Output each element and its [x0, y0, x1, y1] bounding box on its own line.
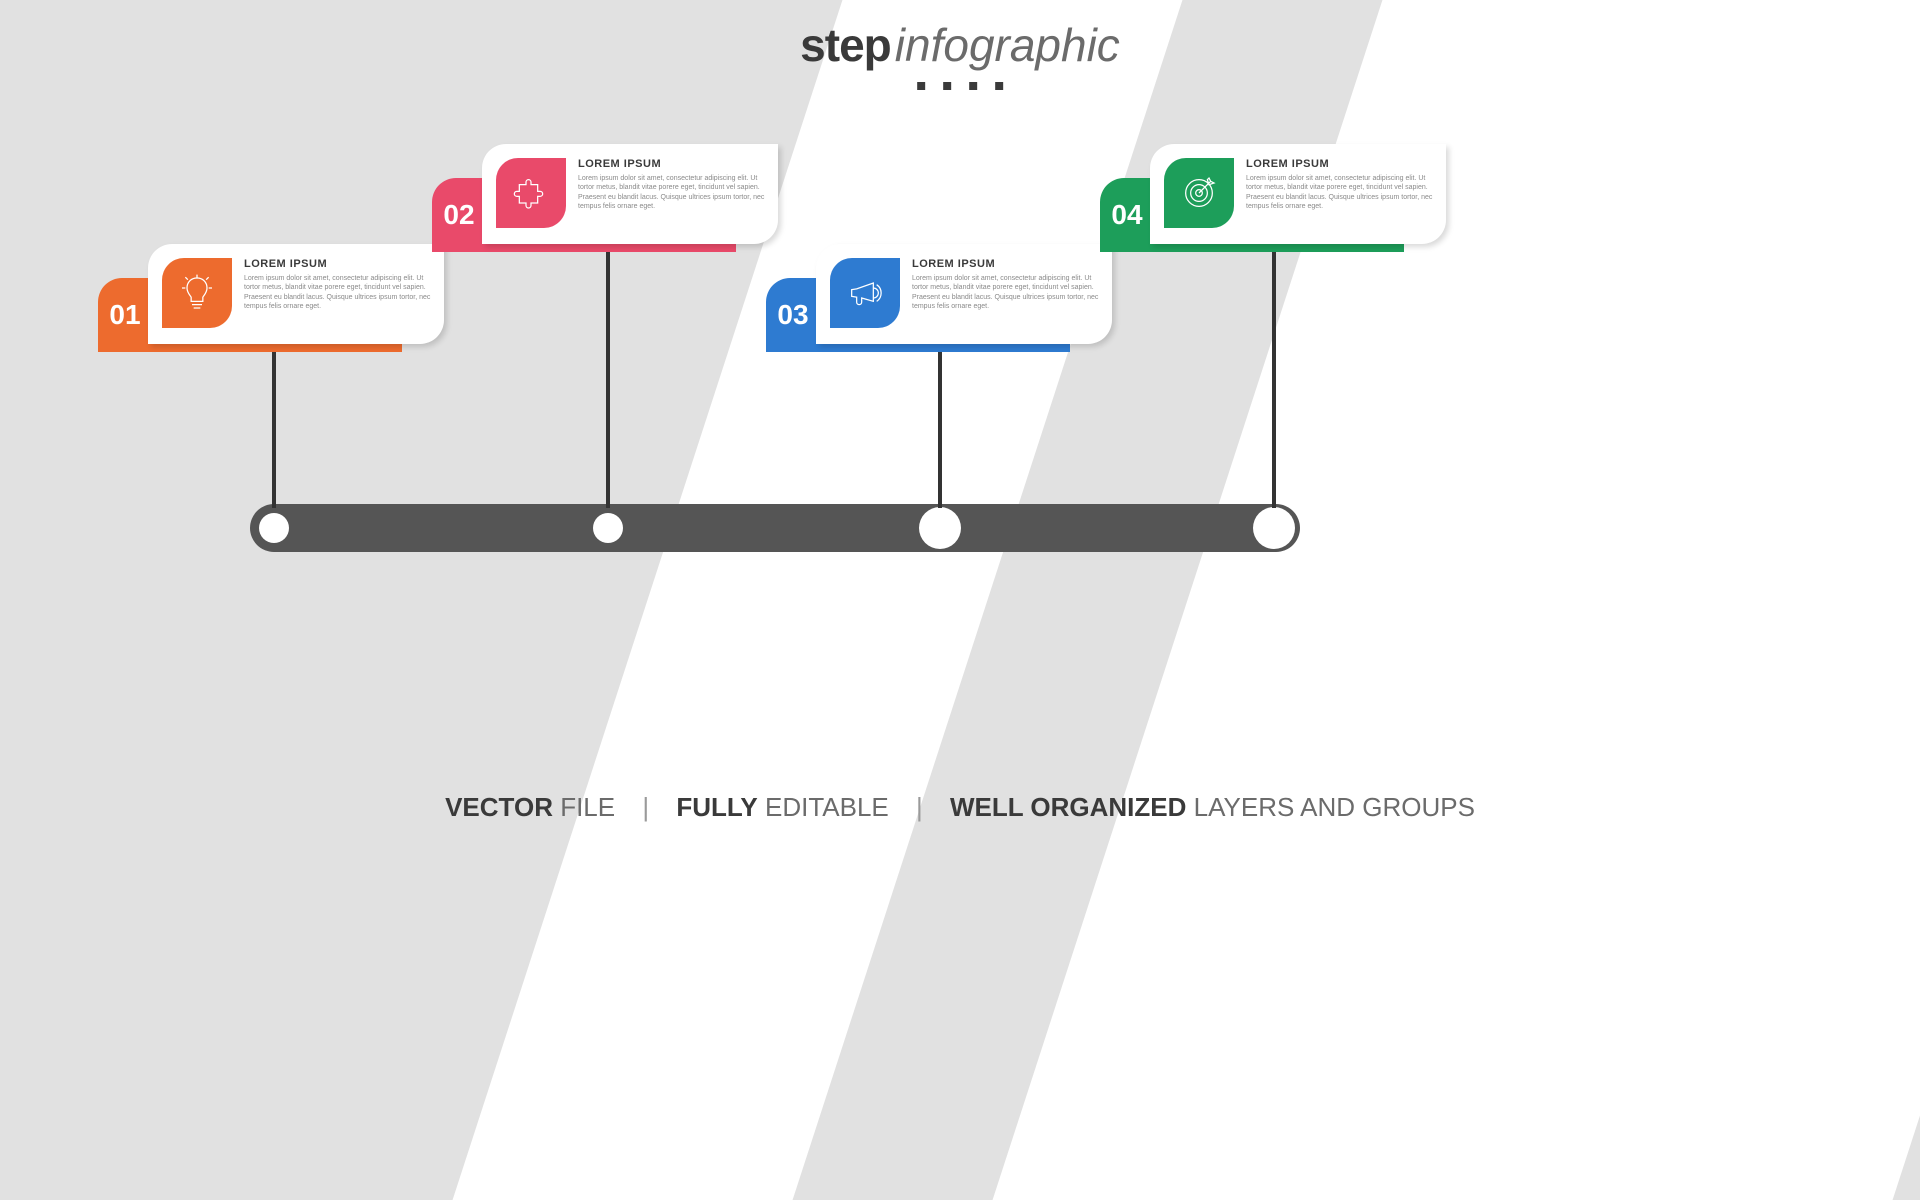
step-number-tab: 01	[98, 278, 152, 352]
step-panel: LOREM IPSUM Lorem ipsum dolor sit amet, c…	[148, 244, 444, 344]
step-body: Lorem ipsum dolor sit amet, consectetur …	[578, 174, 766, 212]
step-card: 04 LOREM IPSUM Lorem ipsum dolor sit amet,…	[1100, 144, 1446, 252]
step-panel: LOREM IPSUM Lorem ipsum dolor sit amet, c…	[1150, 144, 1446, 244]
timeline-node	[259, 513, 289, 543]
step-underline	[766, 344, 1070, 352]
page-title: stepinfographic	[800, 18, 1120, 90]
step-title: LOREM IPSUM	[1246, 158, 1434, 170]
step-card: 01 LOREM IPSUM Lorem ipsum dolor sit amet,…	[98, 244, 444, 352]
step-connector	[1272, 252, 1276, 508]
step-card: 02 LOREM IPSUM Lorem ipsum dolor sit amet,…	[432, 144, 778, 252]
timeline-node	[593, 513, 623, 543]
puzzle-icon	[496, 158, 566, 228]
title-word-1: step	[800, 19, 891, 71]
timeline-node	[919, 507, 961, 549]
step-panel: LOREM IPSUM Lorem ipsum dolor sit amet, c…	[816, 244, 1112, 344]
step-number-tab: 02	[432, 178, 486, 252]
megaphone-icon	[830, 258, 900, 328]
step-connector	[272, 352, 276, 508]
step-title: LOREM IPSUM	[244, 258, 432, 270]
step-card: 03 LOREM IPSUM Lorem ipsum dolor sit amet,…	[766, 244, 1112, 352]
footer-tags: VECTOR FILE | FULLY EDITABLE | WELL ORGA…	[445, 792, 1475, 823]
step-body: Lorem ipsum dolor sit amet, consectetur …	[244, 274, 432, 312]
title-dots	[800, 82, 1120, 90]
step-number-tab: 04	[1100, 178, 1154, 252]
step-underline	[432, 244, 736, 252]
step-underline	[1100, 244, 1404, 252]
lightbulb-icon	[162, 258, 232, 328]
step-number-tab: 03	[766, 278, 820, 352]
step-body: Lorem ipsum dolor sit amet, consectetur …	[912, 274, 1100, 312]
title-word-2: infographic	[895, 19, 1120, 71]
step-connector	[606, 252, 610, 508]
target-icon	[1164, 158, 1234, 228]
step-body: Lorem ipsum dolor sit amet, consectetur …	[1246, 174, 1434, 212]
step-title: LOREM IPSUM	[912, 258, 1100, 270]
timeline-bar	[250, 504, 1300, 552]
step-panel: LOREM IPSUM Lorem ipsum dolor sit amet, c…	[482, 144, 778, 244]
timeline-node	[1253, 507, 1295, 549]
step-underline	[98, 344, 402, 352]
step-connector	[938, 352, 942, 508]
step-title: LOREM IPSUM	[578, 158, 766, 170]
